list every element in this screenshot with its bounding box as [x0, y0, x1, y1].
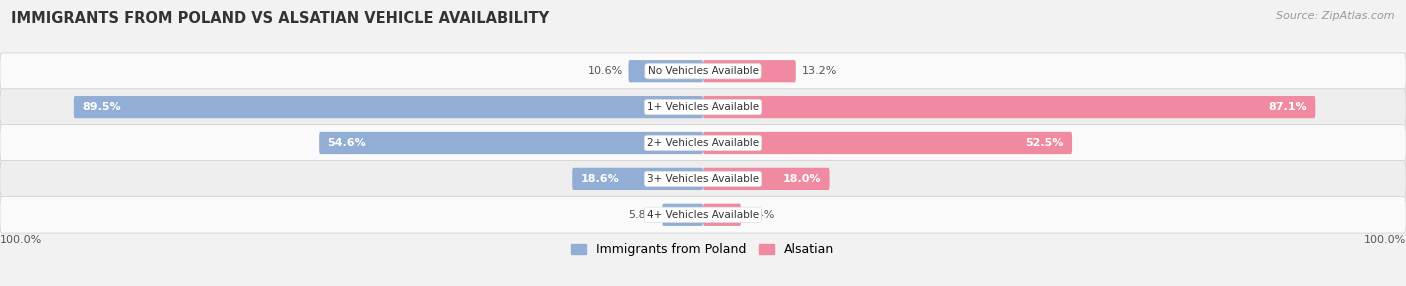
Legend: Immigrants from Poland, Alsatian: Immigrants from Poland, Alsatian	[567, 238, 839, 261]
Text: 18.6%: 18.6%	[581, 174, 620, 184]
Text: No Vehicles Available: No Vehicles Available	[648, 66, 758, 76]
Text: 54.6%: 54.6%	[328, 138, 367, 148]
Text: 89.5%: 89.5%	[82, 102, 121, 112]
Text: 3+ Vehicles Available: 3+ Vehicles Available	[647, 174, 759, 184]
Text: IMMIGRANTS FROM POLAND VS ALSATIAN VEHICLE AVAILABILITY: IMMIGRANTS FROM POLAND VS ALSATIAN VEHIC…	[11, 11, 550, 26]
FancyBboxPatch shape	[703, 168, 830, 190]
FancyBboxPatch shape	[73, 96, 703, 118]
FancyBboxPatch shape	[319, 132, 703, 154]
FancyBboxPatch shape	[0, 89, 1406, 126]
Text: 52.5%: 52.5%	[1025, 138, 1064, 148]
Text: 100.0%: 100.0%	[1364, 235, 1406, 245]
Text: 10.6%: 10.6%	[588, 66, 623, 76]
Text: 1+ Vehicles Available: 1+ Vehicles Available	[647, 102, 759, 112]
Text: 13.2%: 13.2%	[801, 66, 837, 76]
FancyBboxPatch shape	[0, 125, 1406, 161]
FancyBboxPatch shape	[628, 60, 703, 82]
Text: 100.0%: 100.0%	[0, 235, 42, 245]
FancyBboxPatch shape	[703, 132, 1073, 154]
FancyBboxPatch shape	[572, 168, 703, 190]
FancyBboxPatch shape	[703, 204, 741, 226]
FancyBboxPatch shape	[0, 196, 1406, 233]
FancyBboxPatch shape	[703, 60, 796, 82]
FancyBboxPatch shape	[0, 53, 1406, 90]
Text: 87.1%: 87.1%	[1268, 102, 1308, 112]
Text: Source: ZipAtlas.com: Source: ZipAtlas.com	[1277, 11, 1395, 21]
Text: 5.8%: 5.8%	[628, 210, 657, 220]
FancyBboxPatch shape	[662, 204, 703, 226]
Text: 5.4%: 5.4%	[747, 210, 775, 220]
FancyBboxPatch shape	[0, 160, 1406, 197]
Text: 2+ Vehicles Available: 2+ Vehicles Available	[647, 138, 759, 148]
FancyBboxPatch shape	[703, 96, 1316, 118]
Text: 18.0%: 18.0%	[783, 174, 821, 184]
Text: 4+ Vehicles Available: 4+ Vehicles Available	[647, 210, 759, 220]
